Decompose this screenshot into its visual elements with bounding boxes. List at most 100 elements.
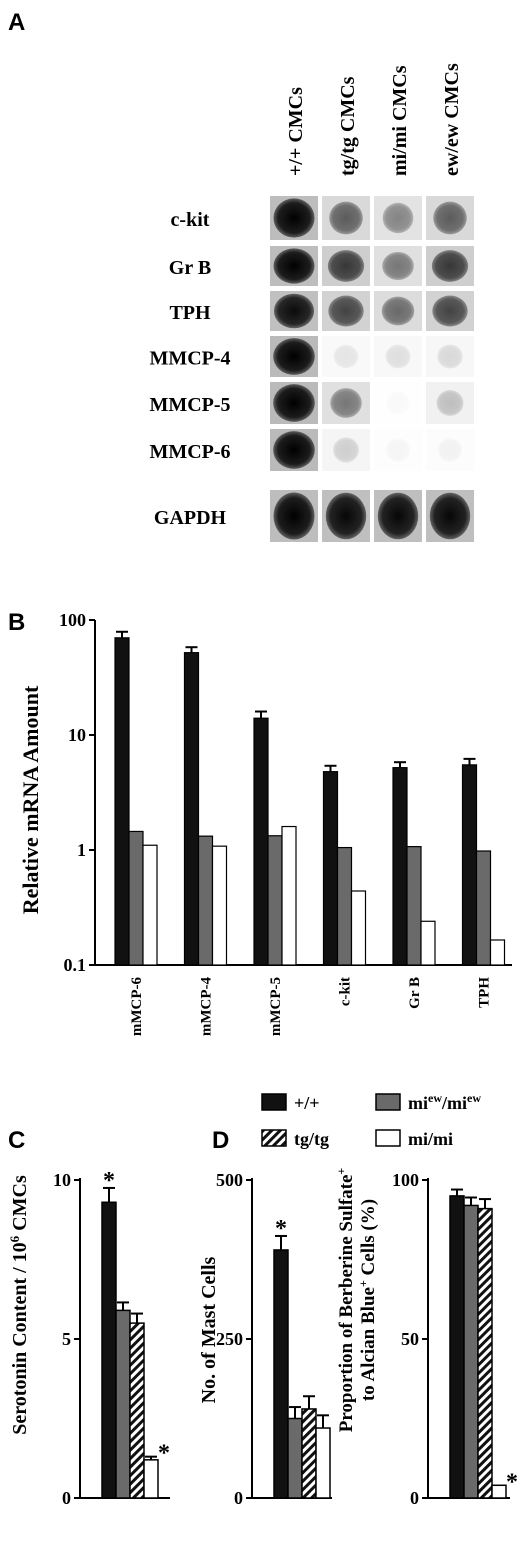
panel-c-ylabel: Serotonin Content / 106 CMCs (7, 1175, 31, 1435)
blot-band (330, 388, 362, 418)
blot-band (273, 293, 315, 329)
bar (322, 771, 339, 966)
blot-band (429, 492, 471, 540)
legend-swatch (375, 1093, 401, 1111)
panel-c-letter: C (8, 1127, 25, 1154)
blot-band (273, 431, 315, 469)
y-tick-label: 100 (59, 610, 86, 630)
bar (475, 850, 492, 966)
blot-band (438, 438, 462, 462)
y-tick-label: 0 (62, 1488, 71, 1508)
blot-band (386, 391, 409, 414)
y-tick-label: 1 (77, 840, 86, 860)
bar (315, 1427, 331, 1499)
blot-band (377, 492, 419, 540)
blot-row-label: TPH (169, 302, 211, 324)
blot-band (333, 437, 359, 463)
y-tick-label: 0 (410, 1488, 419, 1508)
bar (273, 1249, 289, 1499)
panel-b-letter: B (8, 609, 25, 636)
bar (143, 1459, 159, 1499)
y-tick-label: 100 (392, 1170, 419, 1190)
y-tick-label: 250 (216, 1329, 243, 1349)
bar (420, 920, 436, 966)
blot-row-label: c-kit (171, 209, 210, 231)
panel-c-chart: 10 5 0 * * (53, 1168, 170, 1508)
blot-column-header: +/+ CMCs (285, 87, 307, 176)
blot-band (327, 250, 365, 282)
bar (336, 846, 353, 966)
y-tick-label: 10 (68, 725, 86, 745)
legend-label: +/+ (294, 1093, 320, 1113)
bar (392, 767, 408, 966)
bar (253, 717, 269, 966)
blot-band (273, 338, 315, 375)
blot-row-label: MMCP-4 (149, 348, 230, 370)
significance-star: * (275, 1216, 287, 1242)
bar (115, 1309, 131, 1499)
bar (461, 764, 478, 966)
blot-band (328, 295, 364, 327)
panel-b-ylabel: Relative mRNA Amount (18, 685, 43, 914)
panel-d2-ylabel-line2: to Alcian Blue+ Cells (%) (356, 1199, 379, 1401)
blot-band (385, 344, 411, 369)
bar (142, 844, 158, 966)
blot-row-label: GAPDH (154, 507, 227, 529)
bar (183, 652, 200, 966)
blot-band (273, 198, 315, 238)
y-tick-label: 50 (401, 1329, 419, 1349)
blot-band (273, 384, 315, 422)
blot-rows: c-kit Gr B TPH MMCP-4 MMCP-5 MMCP-6 GAPDH (149, 196, 474, 542)
bar (287, 1417, 303, 1499)
panel-d2-chart: 100 50 0 * (392, 1170, 518, 1508)
blot-column-header: ew/ew CMCs (441, 63, 463, 176)
legend: +/+ miew/miew tg/tg mi/mi (261, 1091, 481, 1149)
bar (101, 1201, 117, 1499)
blot-column-header: tg/tg CMCs (337, 76, 359, 176)
blot-band (273, 248, 315, 284)
panel-d1-ylabel: No. of Mast Cells (198, 1256, 220, 1403)
blot-band (432, 295, 468, 327)
significance-star: * (506, 1469, 518, 1495)
bar (463, 1204, 479, 1499)
blot-band (431, 250, 469, 282)
blot-row-label: Gr B (169, 257, 211, 279)
significance-star: * (103, 1168, 115, 1194)
blot-band (382, 251, 414, 281)
bar (491, 1484, 507, 1499)
bar (129, 1322, 145, 1499)
bar (114, 637, 130, 966)
blot-band (381, 296, 415, 326)
bar (449, 1195, 465, 1499)
y-tick-label: 0.1 (64, 955, 87, 975)
x-tick-label: TPH (477, 977, 493, 1008)
x-tick-label: mMCP-5 (268, 977, 284, 1036)
x-tick-label: mMCP-6 (129, 977, 145, 1037)
blot-band (273, 492, 315, 540)
panel-d-letter: D (212, 1127, 229, 1154)
blot-band (433, 201, 467, 235)
bar (477, 1207, 493, 1499)
blot-band (382, 202, 414, 234)
x-tick-label: mMCP-4 (199, 977, 215, 1037)
legend-swatch (261, 1129, 287, 1147)
bar (406, 846, 422, 966)
bar (301, 1408, 317, 1499)
panel-d2-ylabel-line1: Proportion of Berberine Sulfate+ (334, 1168, 357, 1433)
y-tick-label: 10 (53, 1170, 71, 1190)
legend-label: miew/miew (408, 1091, 481, 1113)
significance-star: * (158, 1441, 170, 1467)
panel-b-chart: 100 10 1 0.1 mMCP-6 mMCP-4 mMCP-5 c-kit Gr B TPH (59, 610, 512, 1036)
blot-band (329, 201, 363, 235)
blot-row-label: MMCP-5 (149, 394, 230, 416)
bar (489, 939, 506, 966)
y-tick-label: 5 (62, 1329, 71, 1349)
blot-column-header: mi/mi CMCs (389, 65, 411, 176)
blot-band (333, 344, 359, 369)
bar (281, 825, 297, 966)
legend-label: mi/mi (408, 1129, 453, 1149)
bar (211, 845, 228, 966)
y-tick-label: 0 (234, 1488, 243, 1508)
blot-band (436, 390, 464, 416)
